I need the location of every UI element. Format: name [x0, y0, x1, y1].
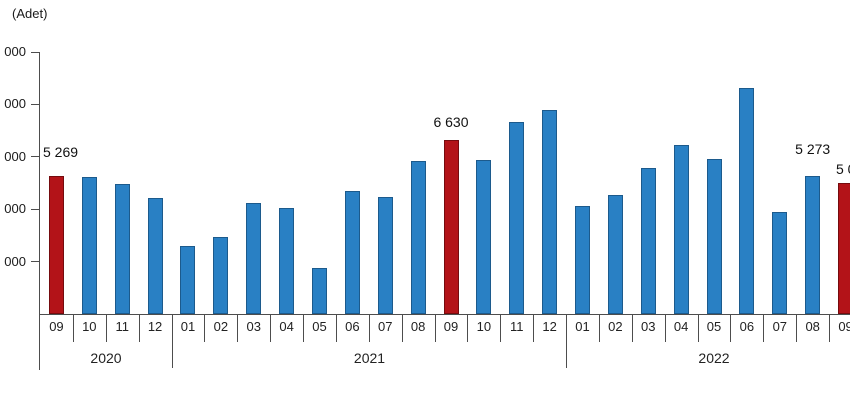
bar-2022-03: [641, 168, 656, 314]
month-label-2021-04: 04: [279, 319, 294, 334]
month-divider: [730, 314, 731, 342]
month-label-2021-11: 11: [510, 319, 524, 334]
month-divider: [599, 314, 600, 342]
month-label-2022-09: 09: [838, 319, 850, 334]
bar-2022-05: [707, 159, 722, 314]
bar-2021-06: [345, 191, 360, 314]
month-divider: [402, 314, 403, 342]
month-label-2021-12: 12: [542, 319, 557, 334]
bar-2022-09: [838, 183, 850, 314]
month-divider: [796, 314, 797, 342]
month-label-2021-08: 08: [410, 319, 426, 334]
y-axis-tick-mark: [31, 103, 39, 105]
month-divider: [237, 314, 238, 342]
bar-2021-02: [213, 237, 228, 314]
bar-2020-12: [148, 198, 163, 314]
month-label-2022-07: 07: [772, 319, 788, 334]
month-divider: [698, 314, 699, 342]
month-label-2020-11: 11: [115, 319, 129, 334]
y-axis-tick-mark: [31, 208, 39, 210]
data-label-2020-09: 5 269: [43, 144, 79, 160]
bar-2021-07: [378, 197, 393, 314]
bar-2020-11: [115, 184, 130, 314]
month-label-2022-03: 03: [641, 319, 656, 334]
y-axis-tick-mark: [31, 51, 39, 53]
bar-2021-09: [444, 140, 459, 314]
bar-2021-01: [180, 246, 195, 314]
month-divider: [204, 314, 205, 342]
x-axis-line: [39, 314, 850, 315]
month-divider: [73, 314, 74, 342]
month-label-2022-02: 02: [608, 319, 623, 334]
year-divider: [566, 314, 567, 368]
year-label-2020: 2020: [90, 350, 122, 366]
month-divider: [106, 314, 107, 342]
month-label-2020-10: 10: [82, 319, 97, 334]
y-axis-tick-label: 000: [4, 253, 26, 269]
bar-2022-07: [772, 212, 787, 314]
month-divider: [369, 314, 370, 342]
month-divider: [500, 314, 501, 342]
y-axis-tick-label: 000: [4, 201, 26, 217]
bar-2022-04: [674, 145, 689, 314]
bar-2022-01: [575, 206, 590, 314]
month-divider: [303, 314, 304, 342]
bar-2022-08: [805, 176, 820, 314]
bar-2021-12: [542, 110, 557, 314]
month-label-2021-03: 03: [246, 319, 261, 334]
month-label-2021-09: 09: [443, 319, 459, 334]
bar-2021-08: [411, 161, 426, 314]
month-label-2021-02: 02: [213, 319, 229, 334]
month-divider: [435, 314, 436, 342]
data-label-2022-09: 5 0: [836, 161, 850, 177]
month-divider: [632, 314, 633, 342]
bar-2020-09: [49, 176, 64, 314]
bar-2022-06: [739, 88, 754, 314]
month-divider: [763, 314, 764, 342]
bar-2020-10: [82, 177, 97, 314]
y-axis-tick-label: 000: [4, 44, 26, 59]
month-divider: [467, 314, 468, 342]
bar-2021-03: [246, 203, 261, 314]
month-label-2022-08: 08: [805, 319, 820, 334]
bar-2021-04: [279, 208, 294, 314]
y-axis-line: [39, 52, 40, 370]
month-label-2021-05: 05: [312, 319, 327, 334]
data-label-2021-09: 6 630: [433, 114, 469, 130]
month-divider: [336, 314, 337, 342]
month-label-2021-10: 10: [476, 319, 492, 334]
month-label-2021-06: 06: [345, 319, 360, 334]
bar-2022-02: [608, 195, 623, 314]
month-divider: [270, 314, 271, 342]
month-label-2022-01: 01: [575, 319, 590, 334]
month-label-2020-09: 09: [49, 319, 64, 334]
bar-2021-11: [509, 122, 524, 314]
month-divider: [139, 314, 140, 342]
year-divider: [172, 314, 173, 368]
month-label-2022-04: 04: [673, 319, 689, 334]
year-label-2021: 2021: [353, 350, 386, 366]
month-label-2021-01: 01: [180, 319, 196, 334]
month-divider: [533, 314, 534, 342]
year-label-2022: 2022: [698, 350, 730, 366]
y-axis-tick-label: 000: [4, 96, 26, 112]
month-label-2022-05: 05: [706, 319, 722, 334]
y-axis-unit-label: (Adet): [12, 6, 48, 21]
bar-2021-10: [476, 160, 491, 314]
month-label-2021-07: 07: [378, 319, 393, 334]
month-divider: [665, 314, 666, 342]
y-axis-tick-mark: [31, 156, 39, 158]
month-label-2020-12: 12: [147, 319, 163, 334]
data-label-2022-08: 5 273: [795, 141, 831, 157]
month-divider: [829, 314, 830, 342]
month-label-2022-06: 06: [739, 319, 755, 334]
y-axis-tick-label: 000: [4, 148, 26, 164]
y-axis-tick-mark: [31, 261, 39, 263]
bar-2021-05: [312, 268, 327, 314]
